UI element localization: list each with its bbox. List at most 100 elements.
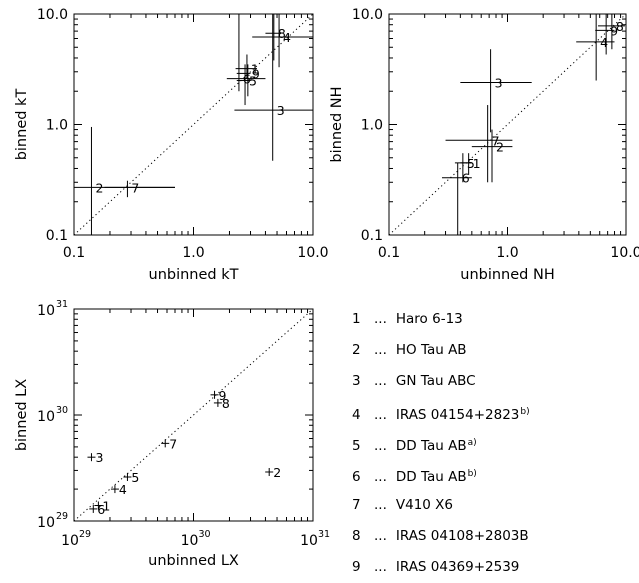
legend-separator: ... bbox=[374, 497, 387, 513]
kt-identity-line bbox=[73, 13, 314, 236]
lx-point-label-9: 9 bbox=[219, 388, 227, 403]
legend-separator: ... bbox=[374, 373, 387, 389]
legend-separator: ... bbox=[374, 469, 387, 485]
lx-ytick-label: 10 bbox=[37, 515, 55, 531]
legend-item-number: 5 bbox=[352, 438, 361, 454]
panel-kt-comparison: 0.1 1.0 10.0 0.1 1.0 10.0 unbinned kT binned kT… bbox=[14, 7, 329, 283]
lx-point-label-2: 2 bbox=[273, 465, 281, 480]
kt-xtick-label: 0.1 bbox=[63, 245, 85, 261]
legend-list: 1... Haro 6-13 2... HO Tau AB 3... GN Tau ABC… bbox=[352, 304, 632, 583]
nh-point-label-3: 3 bbox=[495, 75, 503, 90]
nh-ytick-label: 0.1 bbox=[361, 228, 383, 244]
kt-point-label-8: 8 bbox=[278, 26, 286, 41]
legend-item-number: 4 bbox=[352, 407, 361, 423]
lx-xtick-label: 10 bbox=[300, 533, 318, 549]
legend-separator: ... bbox=[374, 438, 387, 454]
nh-xtick-label: 0.1 bbox=[378, 245, 400, 261]
lx-point-label-1: 1 bbox=[102, 499, 110, 514]
legend-item-number: 8 bbox=[352, 528, 361, 544]
kt-xtick-label: 10.0 bbox=[297, 245, 328, 261]
nh-identity-line bbox=[388, 13, 627, 236]
lx-ytick-exponent: 30 bbox=[56, 405, 68, 416]
nh-point-label-5: 5 bbox=[467, 156, 475, 171]
kt-y-axis-title: binned kT bbox=[14, 89, 30, 161]
legend-item-number: 2 bbox=[352, 342, 361, 358]
kt-point-label-1: 1 bbox=[251, 62, 259, 77]
lx-xtick-exponent: 30 bbox=[199, 529, 211, 540]
legend-separator: ... bbox=[374, 311, 387, 327]
legend-item: 2... HO Tau AB bbox=[352, 335, 632, 366]
kt-ytick-label: 0.1 bbox=[46, 228, 68, 244]
lx-point-label-6: 6 bbox=[97, 502, 105, 517]
lx-identity-line bbox=[73, 308, 314, 522]
legend-item-name: V410 X6 bbox=[395, 497, 454, 513]
kt-xtick-label: 1.0 bbox=[182, 245, 204, 261]
legend-item-name: Haro 6-13 bbox=[395, 311, 463, 327]
legend-item-footnote: b) bbox=[467, 469, 477, 479]
nh-point-label-4: 4 bbox=[600, 35, 608, 50]
kt-point-label-2: 2 bbox=[95, 180, 103, 195]
legend-item-name: DD Tau AB bbox=[395, 469, 467, 485]
lx-xtick-exponent: 29 bbox=[79, 529, 91, 540]
lx-xtick-exponent: 31 bbox=[318, 529, 330, 540]
kt-point-label-9: 9 bbox=[252, 66, 260, 81]
nh-ytick-label: 1.0 bbox=[361, 118, 383, 134]
kt-x-axis-title: unbinned kT bbox=[149, 267, 239, 283]
nh-y-axis-title: binned NH bbox=[329, 86, 345, 162]
legend-item: 5... DD Tau ABa) bbox=[352, 428, 632, 459]
legend-item-number: 7 bbox=[352, 497, 361, 513]
nh-xtick-label: 1.0 bbox=[496, 245, 518, 261]
legend-item-name: IRAS 04154+2823 bbox=[395, 407, 520, 423]
kt-ytick-label: 10.0 bbox=[37, 7, 68, 23]
legend-item-number: 6 bbox=[352, 469, 361, 485]
panel-nh-comparison: 0.1 1.0 10.0 0.1 1.0 10.0 unbinned NH binned NH… bbox=[329, 7, 639, 283]
legend-item-name: HO Tau AB bbox=[395, 342, 467, 358]
legend-item-name: IRAS 04369+2539 bbox=[395, 559, 520, 575]
nh-point-label-1: 1 bbox=[473, 156, 481, 171]
nh-x-axis-title: unbinned NH bbox=[460, 267, 554, 283]
lx-ytick-exponent: 31 bbox=[56, 299, 68, 310]
legend-item-footnote: a) bbox=[467, 438, 477, 448]
legend-item-footnote: b) bbox=[520, 407, 530, 417]
nh-xtick-label: 10.0 bbox=[610, 245, 639, 261]
lx-ytick-label: 10 bbox=[37, 409, 55, 425]
legend-item-number: 1 bbox=[352, 311, 361, 327]
lx-y-axis-title: binned LX bbox=[14, 379, 30, 451]
lx-x-axis-title: unbinned LX bbox=[148, 553, 239, 569]
legend-item-name: GN Tau ABC bbox=[395, 373, 476, 389]
legend-item: 3... GN Tau ABC bbox=[352, 366, 632, 397]
kt-point-label-4: 4 bbox=[283, 30, 291, 45]
lx-point-label-3: 3 bbox=[95, 450, 103, 465]
legend-item: 6... DD Tau ABb) bbox=[352, 459, 632, 490]
legend-separator: ... bbox=[374, 528, 387, 544]
lx-point-label-5: 5 bbox=[131, 470, 139, 485]
legend-separator: ... bbox=[374, 342, 387, 358]
lx-point-label-8: 8 bbox=[222, 396, 230, 411]
legend-item-name: IRAS 04108+2803B bbox=[395, 528, 529, 544]
nh-point-label-8: 8 bbox=[616, 19, 624, 34]
kt-point-label-5: 5 bbox=[249, 74, 257, 89]
kt-point-label-7: 7 bbox=[131, 180, 139, 195]
lx-xtick-label: 10 bbox=[181, 533, 199, 549]
lx-point-label-7: 7 bbox=[169, 436, 177, 451]
source-legend: 1... Haro 6-13 2... HO Tau AB 3... GN Tau ABC… bbox=[352, 304, 632, 583]
legend-item: 8... IRAS 04108+2803B bbox=[352, 521, 632, 552]
legend-item: 9... IRAS 04369+2539 bbox=[352, 552, 632, 583]
lx-ytick-label: 10 bbox=[37, 303, 55, 319]
legend-item-name: DD Tau AB bbox=[395, 438, 467, 454]
nh-ytick-label: 10.0 bbox=[352, 7, 383, 23]
nh-point-label-9: 9 bbox=[610, 23, 618, 38]
nh-point-label-7: 7 bbox=[492, 133, 500, 148]
legend-item: 1... Haro 6-13 bbox=[352, 304, 632, 335]
kt-ytick-label: 1.0 bbox=[46, 118, 68, 134]
kt-point-label-3: 3 bbox=[277, 103, 285, 118]
lx-point-label-4: 4 bbox=[119, 482, 127, 497]
lx-xtick-label: 10 bbox=[61, 533, 79, 549]
legend-separator: ... bbox=[374, 559, 387, 575]
nh-point-label-6: 6 bbox=[462, 171, 470, 186]
legend-separator: ... bbox=[374, 407, 387, 423]
legend-item: 7... V410 X6 bbox=[352, 490, 632, 521]
legend-item-number: 3 bbox=[352, 373, 361, 389]
legend-item-number: 9 bbox=[352, 559, 361, 575]
